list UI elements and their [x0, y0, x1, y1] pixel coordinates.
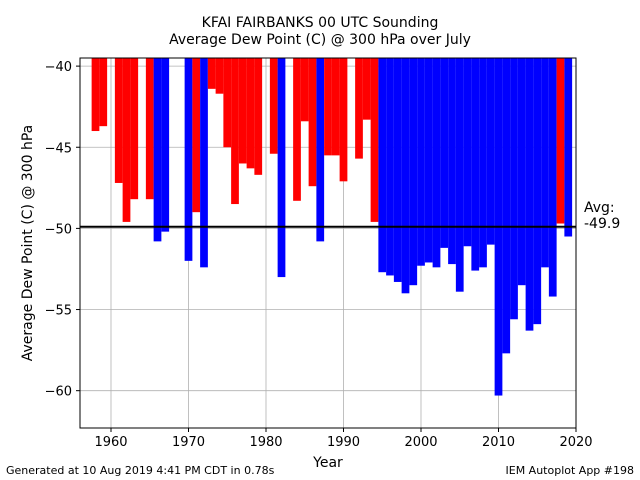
bar-2005 [455, 58, 464, 292]
bar-2009 [486, 58, 495, 245]
average-label: Avg: -49.9 [584, 200, 620, 232]
y-tick-label: −55 [45, 304, 72, 319]
x-tick-label: 1980 [249, 435, 282, 450]
bar-1971 [192, 58, 201, 213]
bar-1970 [184, 58, 193, 261]
bar-1982 [277, 58, 286, 278]
bar-1988 [324, 58, 332, 156]
bar-1978 [246, 58, 255, 169]
y-tick-label: −50 [45, 222, 72, 237]
bar-1995 [378, 58, 387, 273]
bar-1985 [300, 58, 309, 122]
bar-2003 [440, 58, 449, 248]
bar-1972 [200, 58, 208, 268]
average-label-line: -49.9 [584, 216, 620, 232]
x-tick-label: 1960 [94, 435, 127, 450]
y-axis-ticks: −40 −45 −50 −55 −60 [45, 60, 80, 400]
bar-1961 [114, 58, 123, 183]
bar-2001 [424, 58, 433, 263]
bar-1975 [223, 58, 232, 148]
bar-1973 [207, 58, 216, 89]
x-axis-ticks: 1960 1970 1980 1990 2000 2010 2020 [94, 428, 593, 450]
bar-1987 [316, 58, 325, 242]
bar-1966 [153, 58, 162, 242]
bar-1984 [293, 58, 301, 201]
bar-2016 [541, 58, 549, 268]
bar-1996 [386, 58, 394, 276]
bar-1989 [331, 58, 340, 156]
bar-1965 [145, 58, 154, 200]
chart-subtitle: Average Dew Point (C) @ 300 hPa over Jul… [169, 32, 471, 48]
bar-1993 [362, 58, 371, 120]
bar-1986 [308, 58, 317, 187]
x-tick-label: 2020 [559, 435, 592, 450]
y-axis-label: Average Dew Point (C) @ 300 hPa [20, 125, 36, 361]
bar-2014 [525, 58, 534, 331]
bar-1967 [161, 58, 170, 232]
y-tick-label: −45 [45, 141, 72, 156]
bar-1994 [370, 58, 379, 222]
bar-1992 [355, 58, 363, 159]
bar-1963 [130, 58, 139, 200]
bar-2008 [479, 58, 487, 268]
x-tick-label: 1970 [172, 435, 205, 450]
bar-1990 [339, 58, 348, 182]
bar-1997 [393, 58, 402, 282]
footer-app-text: IEM Autoplot App #198 [505, 464, 635, 477]
x-tick-label: 2000 [404, 435, 437, 450]
bar-1998 [401, 58, 410, 294]
chart-title: KFAI FAIRBANKS 00 UTC Sounding [201, 15, 439, 31]
bar-2006 [463, 58, 472, 247]
bar-2007 [471, 58, 480, 271]
plot-frame [79, 57, 577, 429]
y-tick-label: −60 [45, 385, 72, 400]
bar-2017 [548, 58, 557, 297]
bar-2019 [564, 58, 573, 237]
bar-1976 [231, 58, 239, 205]
footer-generated-text: Generated at 10 Aug 2019 4:41 PM CDT in … [6, 464, 275, 477]
y-tick-label: −40 [45, 60, 72, 75]
bar-1962 [122, 58, 131, 222]
bar-1959 [99, 58, 108, 127]
bar-2000 [417, 58, 425, 266]
x-tick-label: 2010 [482, 435, 515, 450]
bar-2018 [556, 58, 565, 224]
bar-2012 [510, 58, 518, 320]
bar-1979 [254, 58, 263, 175]
bar-1977 [238, 58, 247, 164]
bar-1958 [91, 58, 100, 132]
bar-2013 [517, 58, 526, 286]
x-axis-label: Year [312, 455, 343, 471]
x-tick-label: 1990 [327, 435, 360, 450]
bar-1974 [215, 58, 224, 94]
bar-1981 [269, 58, 278, 154]
bar-2002 [432, 58, 441, 268]
bar-2004 [448, 58, 456, 265]
bar-2015 [533, 58, 542, 325]
bar-1999 [409, 58, 418, 286]
bar-2011 [502, 58, 511, 354]
average-label-line: Avg: [584, 200, 615, 216]
